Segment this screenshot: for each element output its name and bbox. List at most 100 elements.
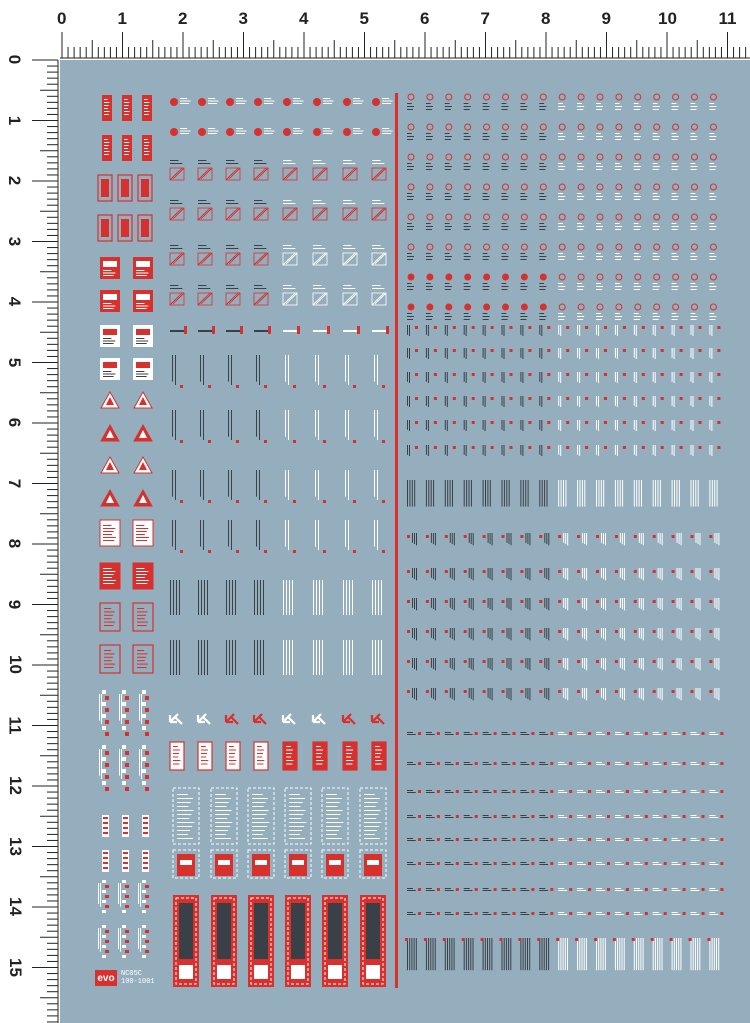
- red-marker: [520, 660, 524, 663]
- red-marker: [588, 862, 592, 865]
- caution-stripe: [122, 900, 126, 903]
- caution-stripe: [125, 930, 129, 933]
- decal-text-line: [375, 753, 382, 754]
- caution-stripe: [142, 935, 146, 938]
- decal-text-line: [444, 396, 446, 406]
- decal-text-line: [563, 480, 564, 507]
- red-marker: [323, 440, 326, 443]
- decal-text-line: [539, 313, 545, 314]
- red-marker: [531, 888, 535, 891]
- decal-text-line: [463, 890, 473, 891]
- red-marker: [682, 838, 686, 841]
- decal-text-line: [104, 148, 108, 149]
- decal-text-line: [313, 200, 322, 201]
- decal-text-line: [259, 470, 260, 501]
- red-marker: [596, 630, 599, 633]
- decal-text-line: [690, 914, 700, 915]
- decal-text-line: [346, 760, 354, 761]
- hatch-stripe: [354, 252, 358, 256]
- circle-marker-decal: [634, 153, 642, 161]
- decal-text-line: [583, 938, 585, 971]
- decal-text-line: [215, 826, 231, 827]
- red-marker: [558, 570, 562, 573]
- decal-text-line: [638, 568, 640, 578]
- hatch-stripe: [265, 252, 269, 256]
- decal-text-line: [482, 764, 492, 765]
- decal-text-line: [103, 571, 116, 572]
- decal-text-line: [527, 628, 529, 640]
- decal-text-line: [678, 688, 680, 700]
- decal-text-line: [506, 568, 508, 578]
- decal-text-line: [520, 139, 527, 140]
- decal-text-line: [520, 840, 530, 841]
- decal-text-line: [558, 838, 565, 839]
- red-marker: [415, 326, 418, 329]
- decal-text-line: [103, 270, 112, 271]
- red-bar: [103, 862, 108, 864]
- decal-text-line: [430, 533, 432, 543]
- decal-text-line: [482, 325, 484, 335]
- decal-text-line: [104, 653, 115, 655]
- circle-marker-decal: [615, 123, 623, 131]
- red-marker: [644, 762, 648, 765]
- decal-text-line: [118, 883, 119, 904]
- arrow-decal: [168, 713, 183, 725]
- decal-text-line: [522, 325, 524, 337]
- decal-text-line: [215, 810, 232, 811]
- decal-text-line: [596, 283, 601, 284]
- decal-text-line: [407, 286, 415, 287]
- decal-text-line: [567, 628, 569, 641]
- red-marker: [509, 349, 513, 352]
- decal-text-line: [623, 628, 625, 641]
- decal-text-line: [596, 325, 597, 335]
- circle-marker-decal: [558, 243, 566, 251]
- decal-text-line: [208, 128, 216, 129]
- decal-text-line: [604, 938, 606, 971]
- decal-text-line: [136, 340, 149, 342]
- decal-text-line: [614, 139, 621, 140]
- decal-text-line: [520, 223, 526, 224]
- decal-text-line: [137, 653, 148, 655]
- decal-text-line: [482, 136, 490, 137]
- decal-text-line: [539, 133, 545, 134]
- decal-text-line: [201, 753, 208, 754]
- caution-stripe: [122, 757, 126, 761]
- red-marker: [633, 690, 637, 693]
- decal-text-line: [313, 285, 322, 286]
- decal-text-line: [463, 815, 470, 816]
- decal-text-line: [690, 139, 697, 140]
- red-marker: [644, 790, 648, 793]
- decal-text-line: [254, 245, 263, 246]
- decal-text-line: [525, 628, 527, 638]
- hatch-frame: [169, 167, 185, 181]
- decal-text-line: [563, 568, 565, 578]
- red-block-label: [103, 294, 117, 300]
- decal-text-line: [548, 688, 550, 701]
- decal-text-line: [506, 533, 508, 543]
- decal-text-line: [617, 938, 619, 971]
- caution-stripe: [145, 787, 149, 791]
- decal-text-line: [633, 283, 639, 284]
- decal-text-line: [697, 568, 699, 580]
- decal-text-line: [256, 410, 257, 437]
- decal-text-line: [582, 628, 584, 638]
- decal-text-line: [709, 196, 717, 197]
- decal-text-line: [690, 862, 697, 863]
- decal-text-line: [654, 348, 656, 360]
- decal-text-line: [642, 628, 644, 641]
- decal-text-line: [697, 628, 699, 640]
- decal-text-line: [522, 445, 524, 457]
- decal-text-line: [652, 283, 658, 284]
- caution-stripe: [142, 781, 146, 785]
- decal-text-line: [226, 245, 235, 246]
- decal-text-line: [558, 133, 563, 134]
- red-bar: [103, 867, 108, 869]
- decal-text-line: [104, 650, 112, 651]
- red-marker: [452, 373, 456, 376]
- red-marker: [633, 535, 637, 538]
- decal-text-line: [558, 109, 565, 110]
- decal-text-line: [119, 694, 120, 721]
- decal-text-line: [136, 571, 149, 572]
- decal-text-line: [136, 272, 149, 274]
- decal-text-line: [353, 130, 364, 132]
